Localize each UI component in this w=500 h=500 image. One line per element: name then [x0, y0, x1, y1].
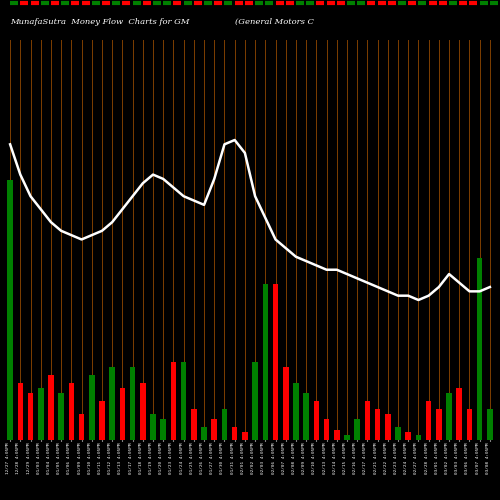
Bar — [8, 180, 13, 440]
Bar — [293, 383, 298, 440]
Bar — [89, 375, 94, 440]
Bar — [170, 362, 176, 440]
Bar — [181, 362, 186, 440]
Bar — [38, 388, 44, 440]
Bar — [252, 362, 258, 440]
Bar — [364, 401, 370, 440]
Bar — [222, 409, 228, 440]
Bar — [314, 401, 319, 440]
Bar — [272, 284, 278, 440]
Bar — [477, 258, 482, 440]
Bar — [130, 367, 136, 440]
Bar — [150, 414, 156, 440]
Bar — [58, 393, 64, 440]
Bar — [487, 409, 492, 440]
Bar — [212, 419, 217, 440]
Bar — [120, 388, 125, 440]
Text: MunafaSutra  Money Flow  Charts for GM: MunafaSutra Money Flow Charts for GM — [10, 18, 190, 25]
Bar — [28, 393, 34, 440]
Bar — [110, 367, 115, 440]
Bar — [416, 435, 421, 440]
Bar — [242, 432, 248, 440]
Bar — [18, 383, 23, 440]
Bar — [406, 432, 411, 440]
Bar — [68, 383, 74, 440]
Bar — [446, 393, 452, 440]
Bar — [99, 401, 105, 440]
Bar — [385, 414, 390, 440]
Bar — [140, 383, 145, 440]
Bar — [375, 409, 380, 440]
Bar — [456, 388, 462, 440]
Bar — [48, 375, 54, 440]
Bar — [191, 409, 196, 440]
Bar — [395, 427, 401, 440]
Bar — [324, 419, 330, 440]
Bar — [283, 367, 288, 440]
Bar — [160, 419, 166, 440]
Bar — [344, 435, 350, 440]
Bar — [334, 430, 340, 440]
Bar — [354, 419, 360, 440]
Bar — [426, 401, 432, 440]
Bar — [232, 427, 237, 440]
Bar — [262, 284, 268, 440]
Bar — [466, 409, 472, 440]
Bar — [436, 409, 442, 440]
Bar — [202, 427, 207, 440]
Bar — [79, 414, 84, 440]
Bar — [304, 393, 309, 440]
Text: (General Motors C: (General Motors C — [235, 18, 314, 25]
